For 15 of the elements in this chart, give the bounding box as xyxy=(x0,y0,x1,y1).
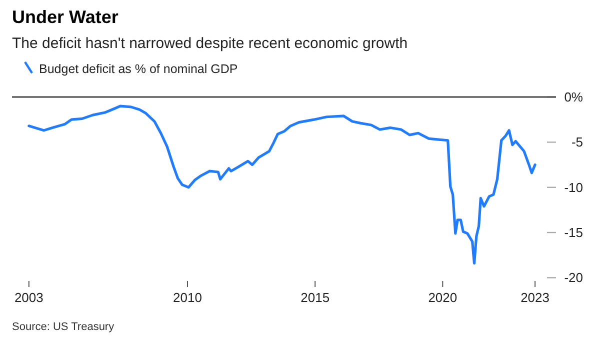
y-tick-label: -20 xyxy=(564,270,583,286)
x-tick-label: 2010 xyxy=(173,290,202,305)
y-tick-label: 0% xyxy=(564,90,584,104)
y-tick-label: -15 xyxy=(564,225,583,240)
x-tick-label: 2020 xyxy=(428,290,458,305)
line-series xyxy=(28,104,536,265)
x-tick-label: 2003 xyxy=(14,290,44,305)
legend-label: Budget deficit as % of nominal GDP xyxy=(39,62,238,76)
chart-subtitle: The deficit hasn't narrowed despite recent economic growth xyxy=(12,35,408,52)
y-tick-label: -5 xyxy=(571,134,583,150)
x-tick-label: 2015 xyxy=(300,290,330,305)
source-note: Source: US Treasury xyxy=(12,321,115,333)
x-tick-label: 2023 xyxy=(520,290,550,305)
chart-title: Under Water xyxy=(12,7,118,27)
y-tick-label: -10 xyxy=(564,180,583,195)
